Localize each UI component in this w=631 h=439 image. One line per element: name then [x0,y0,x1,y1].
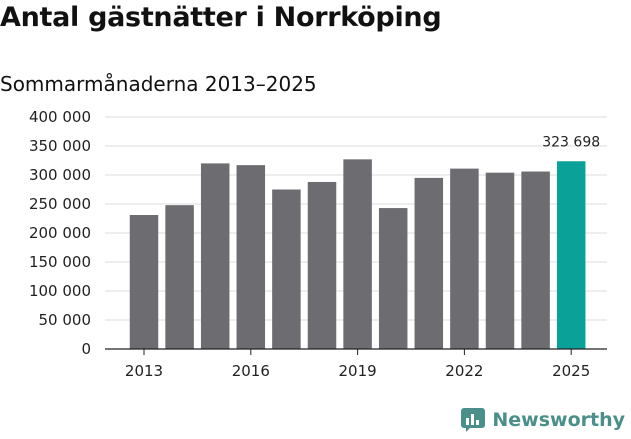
bar-2014 [165,205,194,349]
bar-2022 [450,168,479,349]
data-labels: 323 698 [542,134,600,150]
bar-chart: 0 50 000 100 000 150 000 200 000 250 000 300 0… [29,108,607,380]
bar-2020 [378,208,408,349]
data-label: 323 698 [542,134,600,150]
brand-logo: Newsworthy [460,407,625,433]
x-tick-label: 2025 [552,362,590,380]
bar-2023 [485,172,515,349]
x-tick-label: 2019 [339,362,377,380]
y-tick-label: 100 000 [29,282,91,300]
y-axis-ticks: 0 50 000 100 000 150 000 200 000 250 000 300 0… [29,108,91,358]
y-tick-label: 400 000 [29,108,91,126]
bar-2021 [414,177,444,349]
y-tick-label: 200 000 [29,224,91,242]
y-tick-label: 300 000 [29,166,91,184]
bar-2019 [343,159,372,349]
bar-2017 [272,189,301,349]
x-tick-label: 2022 [445,362,483,380]
bar-2016 [236,165,266,349]
bars [129,159,586,349]
y-tick-label: 350 000 [29,137,91,155]
chart-subtitle: Sommarmånaderna 2013–2025 [0,72,317,96]
newsworthy-logo-icon [461,408,486,432]
chart-title: Antal gästnätter i Norrköping [0,2,442,33]
x-tick-label: 2013 [125,362,163,380]
bar-2015 [200,163,230,349]
brand-name: Newsworthy [492,409,625,431]
y-tick-label: 50 000 [39,311,92,329]
bar-2013 [129,215,159,349]
bar-2018 [307,181,337,349]
bar-2025 [556,161,586,349]
y-tick-label: 150 000 [29,253,91,271]
bar-2024 [521,171,550,349]
x-axis-ticks: 2013 2016 2019 2022 2025 [125,349,590,380]
x-tick-label: 2016 [232,362,270,380]
y-tick-label: 0 [81,340,91,358]
y-tick-label: 250 000 [29,195,91,213]
